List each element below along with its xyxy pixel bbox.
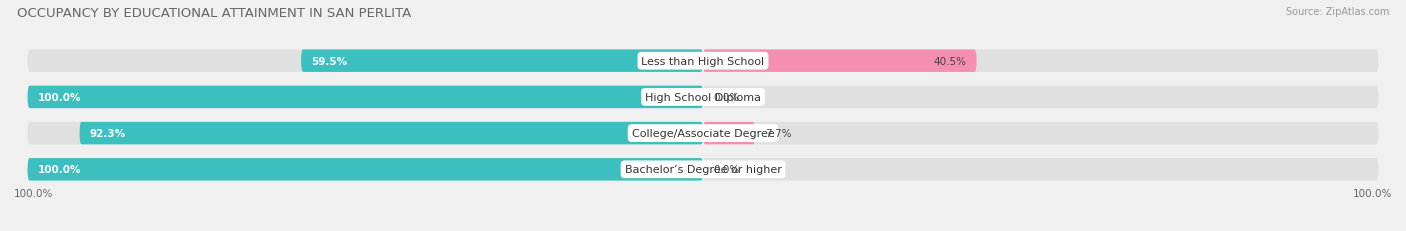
Text: 100.0%: 100.0% [38, 165, 82, 175]
Text: College/Associate Degree: College/Associate Degree [631, 128, 775, 139]
Text: 100.0%: 100.0% [38, 92, 82, 103]
FancyBboxPatch shape [301, 50, 703, 73]
FancyBboxPatch shape [28, 158, 703, 181]
Text: 92.3%: 92.3% [90, 128, 125, 139]
Text: 0.0%: 0.0% [713, 92, 740, 103]
FancyBboxPatch shape [80, 122, 703, 145]
FancyBboxPatch shape [28, 158, 703, 181]
FancyBboxPatch shape [28, 50, 703, 73]
Text: 7.7%: 7.7% [765, 128, 792, 139]
Text: Bachelor’s Degree or higher: Bachelor’s Degree or higher [624, 165, 782, 175]
Text: Source: ZipAtlas.com: Source: ZipAtlas.com [1285, 7, 1389, 17]
FancyBboxPatch shape [703, 86, 1378, 109]
FancyBboxPatch shape [703, 50, 1378, 73]
FancyBboxPatch shape [28, 86, 703, 109]
Text: 0.0%: 0.0% [713, 165, 740, 175]
FancyBboxPatch shape [703, 122, 755, 145]
FancyBboxPatch shape [28, 86, 703, 109]
Text: 100.0%: 100.0% [14, 188, 53, 198]
FancyBboxPatch shape [703, 50, 977, 73]
Text: 100.0%: 100.0% [1353, 188, 1392, 198]
FancyBboxPatch shape [703, 158, 1378, 181]
Text: 59.5%: 59.5% [311, 56, 347, 66]
FancyBboxPatch shape [703, 122, 1378, 145]
Text: Less than High School: Less than High School [641, 56, 765, 66]
Text: 40.5%: 40.5% [934, 56, 966, 66]
FancyBboxPatch shape [28, 122, 703, 145]
Text: High School Diploma: High School Diploma [645, 92, 761, 103]
Text: OCCUPANCY BY EDUCATIONAL ATTAINMENT IN SAN PERLITA: OCCUPANCY BY EDUCATIONAL ATTAINMENT IN S… [17, 7, 411, 20]
